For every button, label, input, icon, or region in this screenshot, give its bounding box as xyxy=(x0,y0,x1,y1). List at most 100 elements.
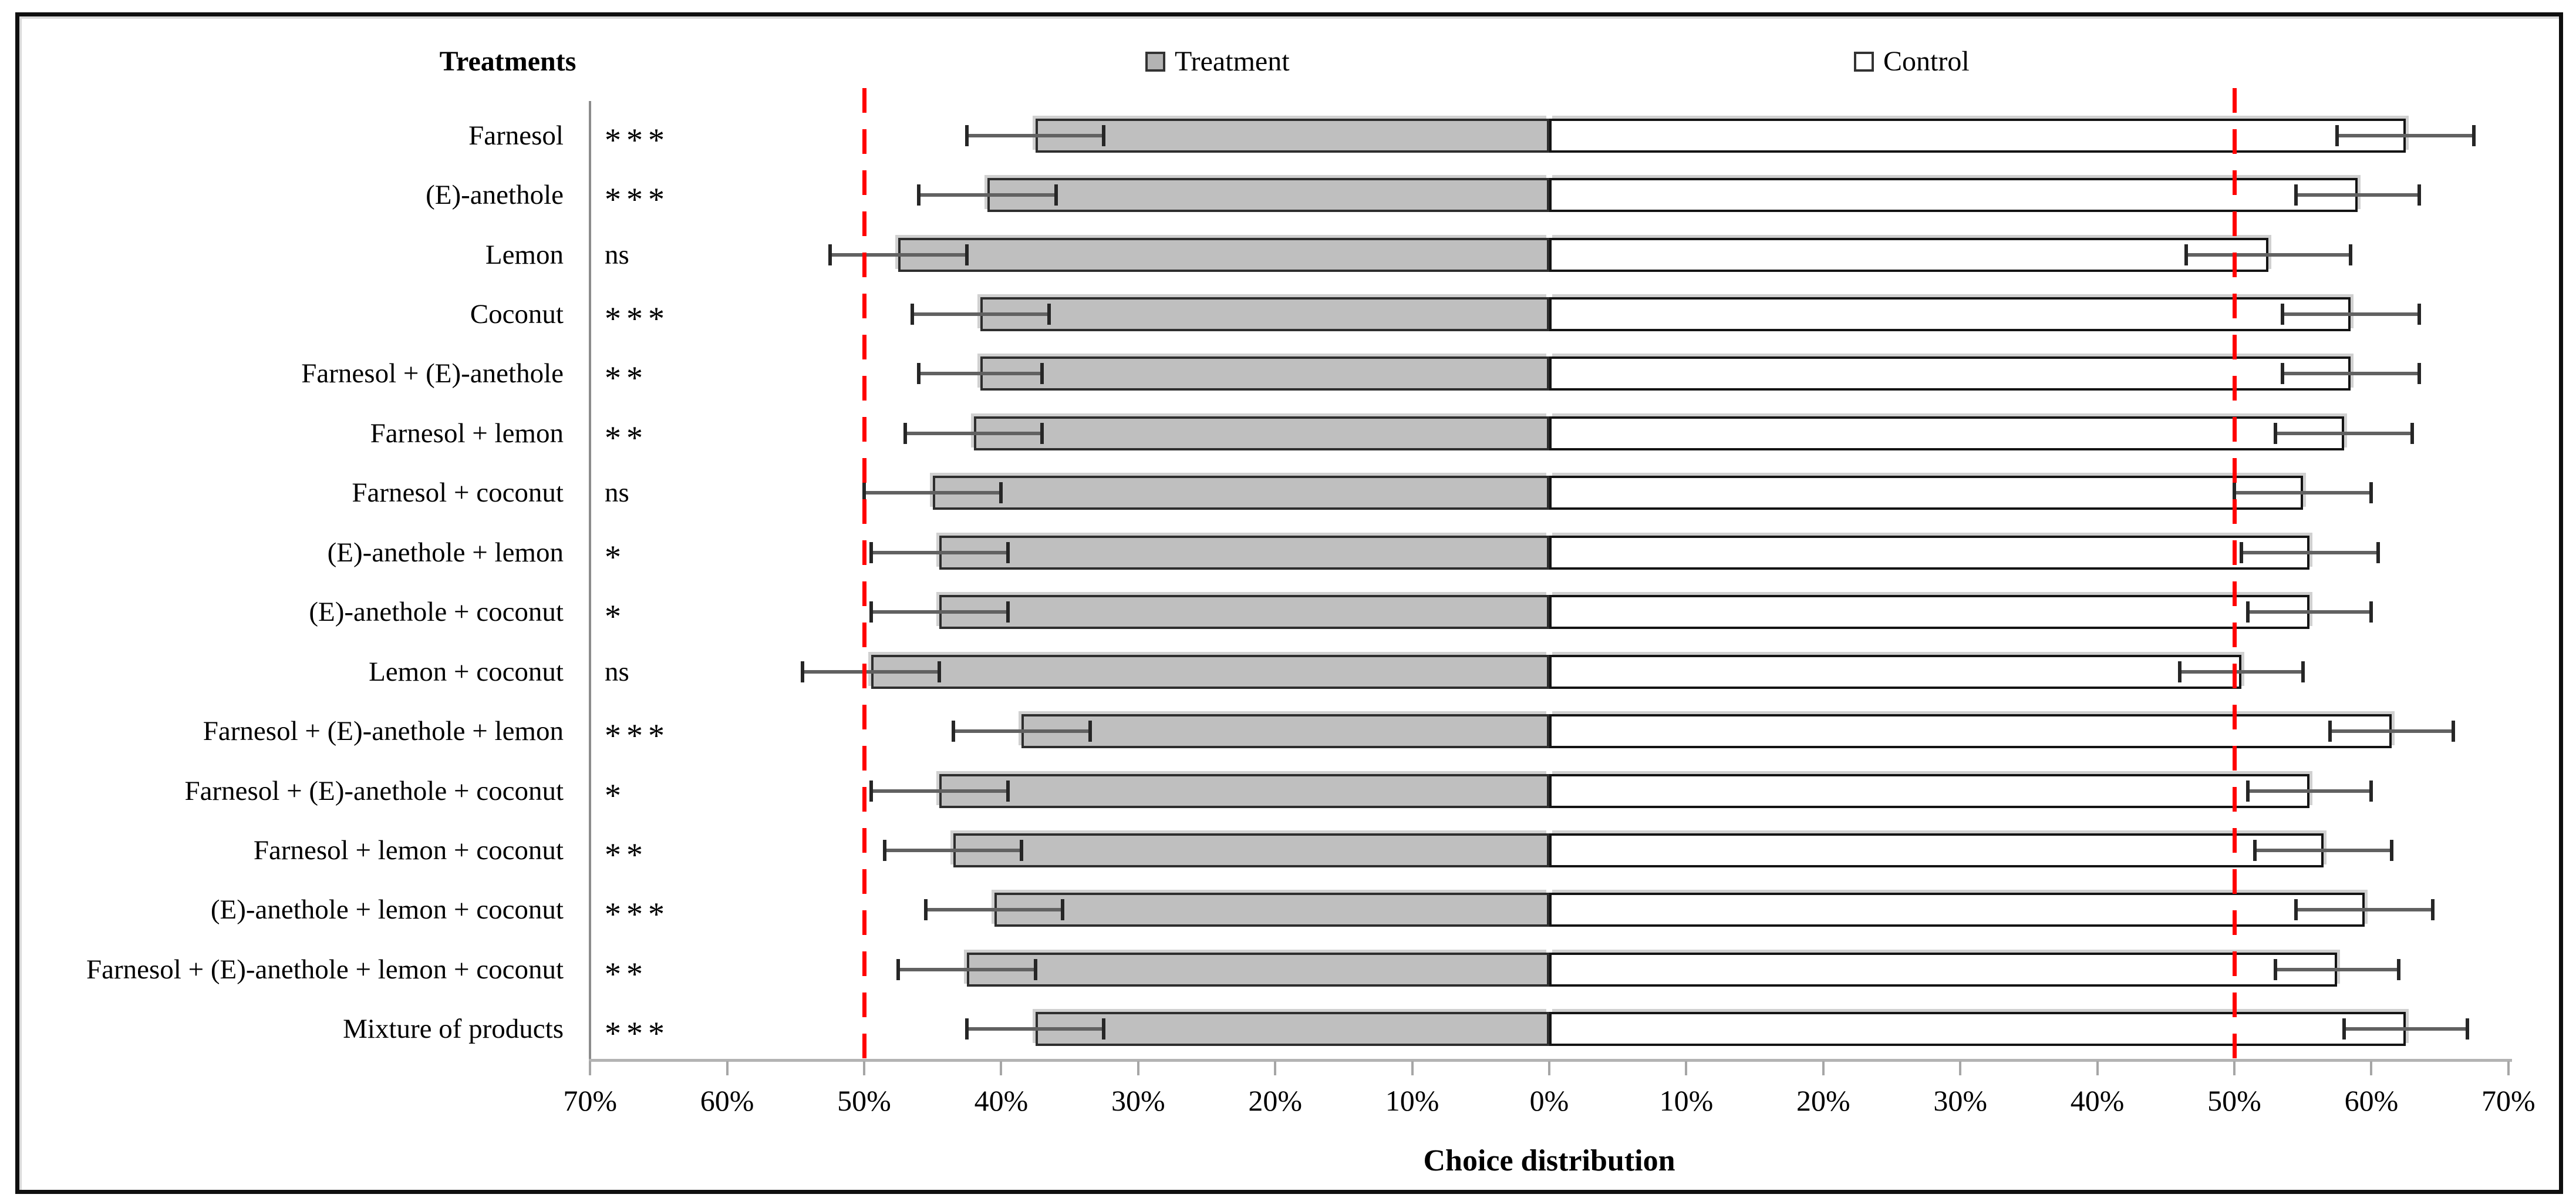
control-error-bar-cap xyxy=(2274,422,2278,444)
control-bar xyxy=(1549,773,2310,808)
treatment-error-bar xyxy=(871,610,1009,614)
control-error-bar-cap xyxy=(2294,184,2298,206)
control-bar xyxy=(1549,297,2351,332)
control-bar xyxy=(1549,178,2358,213)
significance-marker: ns xyxy=(605,477,629,509)
x-tick-label: 10% xyxy=(1659,1084,1714,1117)
treatment-error-bar-cap xyxy=(1040,422,1044,444)
treatment-error-bar xyxy=(905,431,1043,435)
treatment-error-bar xyxy=(864,491,1002,495)
x-tick-label: 10% xyxy=(1385,1084,1439,1117)
control-error-bar-cap xyxy=(2335,125,2339,146)
x-axis-line xyxy=(589,1059,2512,1062)
treatment-error-bar-cap xyxy=(965,244,969,265)
treatment-error-bar-cap xyxy=(1040,363,1044,385)
control-bar xyxy=(1549,1012,2406,1047)
treatment-error-bar xyxy=(967,1027,1104,1031)
control-bar xyxy=(1549,654,2241,689)
row-label: Farnesol + lemon + coconut xyxy=(253,835,564,866)
x-tick-label: 30% xyxy=(1111,1084,1165,1117)
x-tick-label: 40% xyxy=(2070,1084,2125,1117)
x-tick xyxy=(2507,1061,2510,1075)
reference-line-left-50 xyxy=(862,88,866,1073)
significance-marker: *** xyxy=(605,181,670,218)
control-error-bar-cap xyxy=(2253,839,2257,861)
control-error-bar-cap xyxy=(2417,304,2422,325)
treatment-error-bar-cap xyxy=(910,304,914,325)
control-error-bar-cap xyxy=(2177,661,2181,682)
treatment-bar xyxy=(939,773,1549,808)
treatment-bar xyxy=(1035,1012,1549,1047)
y-axis-line xyxy=(589,101,591,1073)
treatment-error-bar-cap xyxy=(965,1018,969,1040)
control-error-bar-cap xyxy=(2184,244,2189,265)
row-label: (E)-anethole + lemon + coconut xyxy=(210,894,564,926)
control-error-bar-cap xyxy=(2328,721,2332,742)
treatment-error-bar xyxy=(885,848,1022,852)
x-tick-label: 60% xyxy=(2344,1084,2399,1117)
control-error-bar xyxy=(2296,193,2420,197)
treatment-error-bar xyxy=(967,133,1104,137)
control-error-bar-cap xyxy=(2342,1018,2346,1040)
reference-line-right-50 xyxy=(2233,88,2237,1073)
control-error-bar xyxy=(2179,670,2303,674)
treatment-error-bar-cap xyxy=(1006,541,1010,563)
x-tick xyxy=(1548,1061,1550,1075)
control-error-bar-cap xyxy=(2376,541,2381,563)
x-tick xyxy=(1000,1061,1003,1075)
x-tick xyxy=(1137,1061,1139,1075)
treatment-bar xyxy=(987,178,1549,213)
control-error-bar xyxy=(2282,312,2420,317)
x-tick-label: 50% xyxy=(837,1084,891,1117)
x-tick xyxy=(1274,1061,1277,1075)
significance-marker: ** xyxy=(605,360,648,397)
treatment-bar xyxy=(871,654,1549,689)
significance-marker: *** xyxy=(605,896,670,933)
treatment-bar xyxy=(932,476,1549,510)
x-tick-label: 50% xyxy=(2207,1084,2261,1117)
treatment-bar xyxy=(994,893,1549,927)
treatment-error-bar-cap xyxy=(869,541,873,563)
x-tick-label: 0% xyxy=(1529,1084,1569,1117)
treatment-bar xyxy=(939,535,1549,570)
treatment-bar xyxy=(980,297,1549,332)
treatment-error-bar xyxy=(926,908,1063,912)
x-tick-label: 20% xyxy=(1796,1084,1850,1117)
control-bar xyxy=(1549,714,2392,749)
treatment-error-bar xyxy=(898,967,1036,971)
treatment-error-bar-cap xyxy=(1047,304,1051,325)
control-bar xyxy=(1549,535,2310,570)
x-tick xyxy=(1411,1061,1414,1075)
x-tick xyxy=(589,1061,592,1075)
control-error-bar-cap xyxy=(2246,780,2250,802)
treatment-error-bar-cap xyxy=(896,958,901,980)
treatment-bar xyxy=(898,237,1549,272)
treatment-bar xyxy=(939,595,1549,630)
x-tick xyxy=(2096,1061,2099,1075)
treatment-error-bar-cap xyxy=(869,780,873,802)
treatment-bar xyxy=(980,356,1549,391)
treatment-error-bar xyxy=(919,193,1056,197)
control-bar xyxy=(1549,237,2269,272)
control-error-bar-cap xyxy=(2417,363,2422,385)
treatment-error-bar xyxy=(802,670,940,674)
x-tick-label: 40% xyxy=(974,1084,1029,1117)
row-label: Farnesol + lemon xyxy=(370,418,564,449)
row-label: Coconut xyxy=(470,299,564,330)
control-error-bar-cap xyxy=(2417,184,2422,206)
control-error-bar xyxy=(2248,789,2372,793)
x-tick xyxy=(1959,1061,1962,1075)
control-error-bar-cap xyxy=(2274,958,2278,980)
treatment-bar xyxy=(953,833,1549,867)
treatment-error-bar-cap xyxy=(869,601,873,623)
control-error-bar-cap xyxy=(2390,839,2394,861)
x-tick-label: 30% xyxy=(1933,1084,1988,1117)
control-error-bar-cap xyxy=(2410,422,2415,444)
row-label: Farnesol + (E)-anethole + lemon xyxy=(203,716,564,747)
treatment-error-bar-cap xyxy=(1033,958,1037,980)
control-error-bar-cap xyxy=(2452,721,2456,742)
treatment-error-bar xyxy=(871,550,1009,554)
row-label: Farnesol + (E)-anethole + lemon + coconu… xyxy=(86,954,564,985)
treatment-bar xyxy=(1021,714,1549,749)
treatment-error-bar-cap xyxy=(951,721,955,742)
